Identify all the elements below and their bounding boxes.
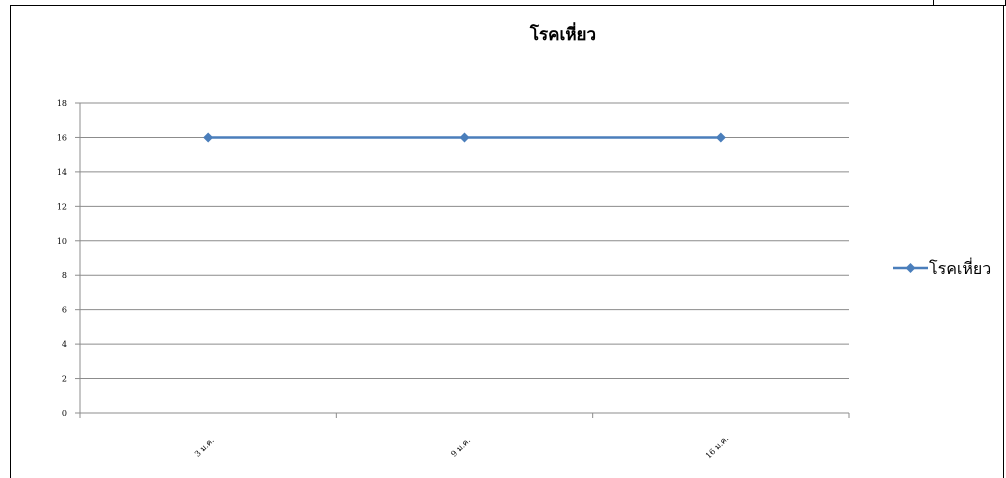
- y-tick-label: 2: [62, 375, 67, 384]
- x-tick-label: 3 ม.ค.: [193, 436, 216, 459]
- y-tick-label: 14: [57, 168, 67, 177]
- y-tick-label: 6: [62, 306, 67, 315]
- y-tick-label: 0: [62, 409, 67, 418]
- data-point: [203, 132, 214, 143]
- x-tick-label: 9 ม.ค.: [449, 436, 472, 459]
- data-point: [715, 132, 726, 143]
- y-tick-label: 4: [62, 340, 67, 349]
- legend: โรคเหี่ยว: [893, 257, 991, 278]
- legend-label: โรคเหี่ยว: [929, 257, 991, 278]
- y-tick-label: 12: [57, 202, 67, 211]
- chart-frame: [10, 5, 1004, 478]
- axes: [75, 102, 850, 418]
- y-tick-label: 10: [57, 237, 67, 246]
- x-tick-labels: 3 ม.ค. 9 ม.ค. 16 ม.ค.: [193, 434, 730, 460]
- y-tick-label: 8: [62, 271, 67, 280]
- y-tick-label: 16: [57, 133, 67, 142]
- series-layer: [203, 132, 726, 143]
- y-tick-label: 18: [57, 99, 67, 108]
- legend-marker: [905, 263, 916, 273]
- data-point: [459, 132, 470, 143]
- y-tick-labels: 0 2 4 6 8 10 12 14 16 18: [57, 99, 67, 418]
- chart-title: โรคเหี่ยว: [529, 22, 596, 45]
- x-tick-label: 16 ม.ค.: [704, 434, 730, 460]
- gridlines: [80, 102, 849, 414]
